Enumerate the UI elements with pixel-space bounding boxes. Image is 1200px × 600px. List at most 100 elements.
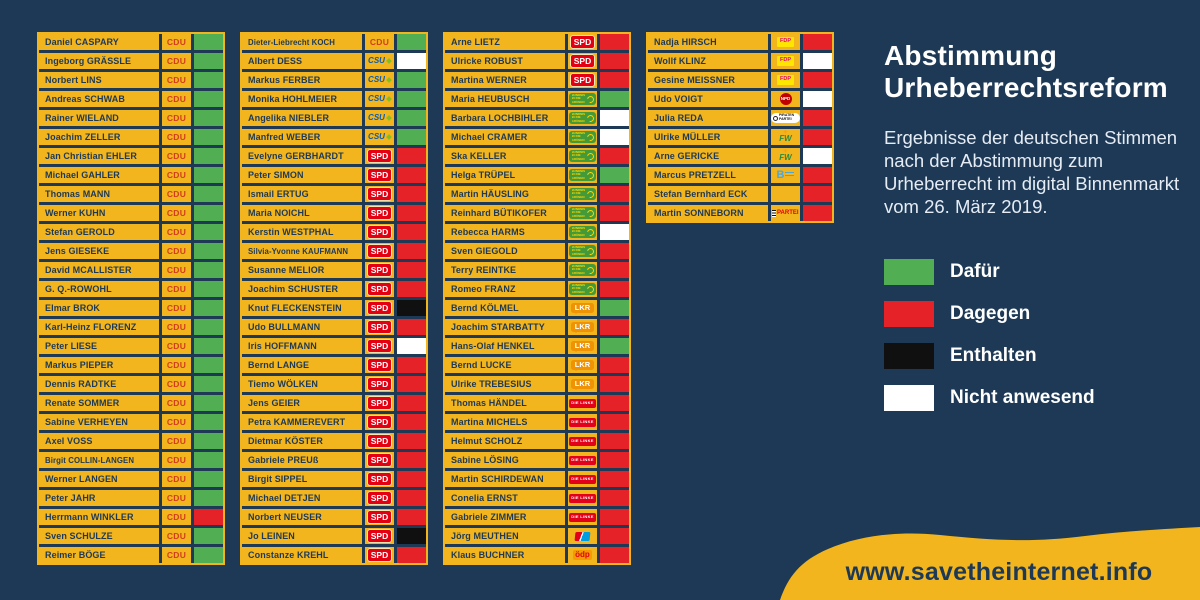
member-name: Gabriele PREUß	[242, 452, 362, 468]
member-name: Birgit COLLIN-LANGEN	[39, 452, 159, 468]
member-name: Gabriele ZIMMER	[445, 509, 565, 525]
vote-cell-enthalten	[397, 528, 426, 544]
footer-wave-shape	[780, 527, 1200, 600]
member-name: Klaus BUCHNER	[445, 547, 565, 563]
vote-cell-dafuer	[194, 452, 223, 468]
member-name: Julia REDA	[648, 110, 768, 126]
fdp-box-logo: FDP	[777, 37, 794, 47]
party-cell: CDU	[162, 72, 191, 88]
freie-waehler-logo: ☀ FW	[779, 129, 792, 144]
legend-swatch-black	[884, 343, 934, 369]
party-cell: SPD	[365, 414, 394, 430]
party-cell: CSU	[365, 129, 394, 145]
spd-box-logo: SPD	[367, 283, 392, 295]
member-row: Arne GERICKE ☀ FW	[648, 148, 832, 164]
gruene-sunflower-logo: BÜNDNIS 90 DIE GRÜNEN	[569, 131, 596, 143]
party-cell: ödp	[568, 547, 597, 563]
party-cell: LKR	[568, 319, 597, 335]
vote-cell-dagegen	[600, 376, 629, 392]
member-row: Karl-Heinz FLORENZ CDU	[39, 319, 223, 335]
vote-cell-dafuer	[397, 34, 426, 50]
vote-column-1: Daniel CASPARY CDU Ingeborg GRÄSSLE CDU Norb…	[37, 32, 225, 565]
member-name: Martin SONNEBORN	[648, 205, 768, 221]
party-cell: CDU	[162, 490, 191, 506]
member-name: Angelika NIEBLER	[242, 110, 362, 126]
cdu-text-logo: CDU	[166, 473, 187, 484]
party-cell: CDU	[162, 452, 191, 468]
member-name: Susanne MELIOR	[242, 262, 362, 278]
member-name: Evelyne GERBHARDT	[242, 148, 362, 164]
member-row: Hans-Olaf HENKEL LKR	[445, 338, 629, 354]
party-cell: B	[771, 167, 800, 183]
member-row: Martina MICHELS DIE LINKE	[445, 414, 629, 430]
member-row: Terry REINTKE BÜNDNIS 90 DIE GRÜNEN	[445, 262, 629, 278]
vote-column-3: Arne LIETZ SPD Ulricke ROBUST SPD Martina WE…	[443, 32, 631, 565]
spd-box-logo: SPD	[367, 226, 392, 238]
party-cell: CDU	[162, 34, 191, 50]
member-row: Dieter-Liebrecht KOCH CDU	[242, 34, 426, 50]
vote-cell-dafuer	[194, 547, 223, 563]
party-cell	[771, 186, 800, 202]
cdu-text-logo: CDU	[166, 169, 187, 180]
party-cell: FDP	[771, 53, 800, 69]
party-cell: SPD	[365, 319, 394, 335]
gruene-sunflower-logo: BÜNDNIS 90 DIE GRÜNEN	[569, 188, 596, 200]
party-cell: SPD	[365, 376, 394, 392]
vote-cell-dagegen	[397, 471, 426, 487]
spd-box-logo: SPD	[367, 321, 392, 333]
party-cell: CDU	[162, 205, 191, 221]
member-name: Jens GIESEKE	[39, 243, 159, 259]
member-name: Martina MICHELS	[445, 414, 565, 430]
party-cell: CSU	[365, 110, 394, 126]
member-row: Helmut SCHOLZ DIE LINKE	[445, 433, 629, 449]
member-name: Herrmann WINKLER	[39, 509, 159, 525]
linke-box-logo: DIE LINKE	[569, 455, 596, 465]
vote-cell-dagegen	[600, 414, 629, 430]
legend-item-dagegen: Dagegen	[884, 301, 1190, 327]
party-cell: DIE LINKE	[568, 433, 597, 449]
spd-box-logo: SPD	[367, 473, 392, 485]
spd-box-logo: SPD	[367, 207, 392, 219]
member-row: Petra KAMMEREVERT SPD	[242, 414, 426, 430]
member-row: Sabine VERHEYEN CDU	[39, 414, 223, 430]
party-cell: CDU	[162, 319, 191, 335]
member-row: Birgit COLLIN-LANGEN CDU	[39, 452, 223, 468]
vote-cell-dagegen	[600, 148, 629, 164]
member-row: Martin SONNEBORN PARTEI	[648, 205, 832, 221]
party-cell: SPD	[365, 452, 394, 468]
cdu-text-logo: CDU	[166, 302, 187, 313]
freie-waehler-logo: ☀ FW	[779, 148, 792, 163]
member-name: Jörg MEUTHEN	[445, 528, 565, 544]
party-cell: CDU	[162, 414, 191, 430]
member-name: Rebecca HARMS	[445, 224, 565, 240]
cdu-text-logo: CDU	[166, 435, 187, 446]
vote-cell-dafuer	[194, 243, 223, 259]
vote-cell-dafuer	[194, 490, 223, 506]
member-row: Dietmar KÖSTER SPD	[242, 433, 426, 449]
party-cell: BÜNDNIS 90 DIE GRÜNEN	[568, 186, 597, 202]
member-name: Joachim STARBATTY	[445, 319, 565, 335]
csu-text-logo: CSU	[368, 114, 392, 122]
lkr-bubble-logo: LKR	[571, 321, 594, 333]
member-name: Peter SIMON	[242, 167, 362, 183]
vote-cell-dafuer	[194, 338, 223, 354]
party-cell: PIRATEN PARTEI	[771, 110, 800, 126]
vote-cell-dagegen	[397, 433, 426, 449]
vote-cell-dagegen	[600, 433, 629, 449]
member-row: Sven GIEGOLD BÜNDNIS 90 DIE GRÜNEN	[445, 243, 629, 259]
legend-label: Enthalten	[950, 345, 1037, 366]
member-name: Helmut SCHOLZ	[445, 433, 565, 449]
member-row: Markus PIEPER CDU	[39, 357, 223, 373]
linke-box-logo: DIE LINKE	[569, 512, 596, 522]
vote-cell-dafuer	[194, 167, 223, 183]
vote-cell-dafuer	[194, 300, 223, 316]
vote-cell-nicht_anwesend	[600, 129, 629, 145]
website-url-link[interactable]: www.savetheinternet.info	[845, 558, 1153, 586]
vote-cell-dagegen	[803, 34, 832, 50]
member-name: Arne LIETZ	[445, 34, 565, 50]
member-row: Ulrike MÜLLER ☀ FW	[648, 129, 832, 145]
vote-cell-dagegen	[803, 186, 832, 202]
vote-cell-dafuer	[194, 471, 223, 487]
party-cell: CDU	[162, 376, 191, 392]
party-cell: BÜNDNIS 90 DIE GRÜNEN	[568, 281, 597, 297]
